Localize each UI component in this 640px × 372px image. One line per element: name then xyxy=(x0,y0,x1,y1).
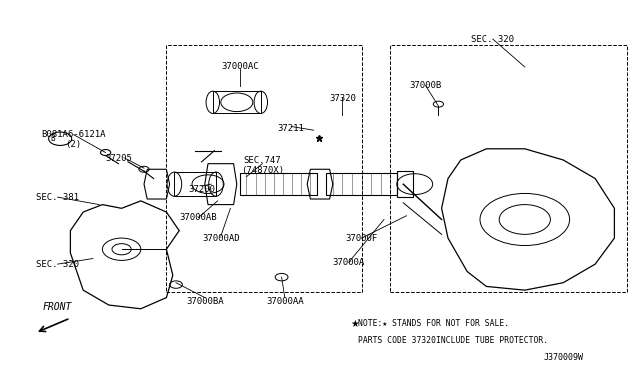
Text: B: B xyxy=(51,134,56,143)
Text: SEC. 320: SEC. 320 xyxy=(36,260,79,269)
Bar xyxy=(326,173,397,195)
Text: 37000F: 37000F xyxy=(346,234,378,243)
Text: 37000AA: 37000AA xyxy=(266,297,303,306)
Text: B081A6-6121A
(2): B081A6-6121A (2) xyxy=(42,130,106,149)
Text: 37211: 37211 xyxy=(278,124,305,133)
Text: 37000A: 37000A xyxy=(333,258,365,267)
Text: SEC. 381: SEC. 381 xyxy=(36,193,79,202)
Text: NOTE:★ STANDS FOR NOT FOR SALE.: NOTE:★ STANDS FOR NOT FOR SALE. xyxy=(358,319,509,328)
Text: ★: ★ xyxy=(350,319,359,328)
Text: 37320: 37320 xyxy=(329,94,356,103)
Bar xyxy=(174,172,216,196)
Text: 37200: 37200 xyxy=(188,185,215,194)
Bar xyxy=(397,171,413,197)
Bar xyxy=(166,45,362,292)
Text: 37000AC: 37000AC xyxy=(221,62,259,71)
Bar xyxy=(390,45,627,292)
Text: PARTS CODE 37320INCLUDE TUBE PROTECTOR.: PARTS CODE 37320INCLUDE TUBE PROTECTOR. xyxy=(358,336,548,345)
Text: SEC.747
(74870X): SEC.747 (74870X) xyxy=(241,156,284,175)
Text: FRONT: FRONT xyxy=(43,302,72,312)
Text: 37000B: 37000B xyxy=(410,81,442,90)
Text: 37000AD: 37000AD xyxy=(202,234,239,243)
Bar xyxy=(240,173,317,195)
Text: SEC. 320: SEC. 320 xyxy=(471,35,515,44)
Text: 37000BA: 37000BA xyxy=(186,297,223,306)
Text: 37000AB: 37000AB xyxy=(180,213,217,222)
Bar xyxy=(212,91,261,113)
Text: 37205: 37205 xyxy=(105,154,132,163)
Text: J370009W: J370009W xyxy=(543,353,583,362)
